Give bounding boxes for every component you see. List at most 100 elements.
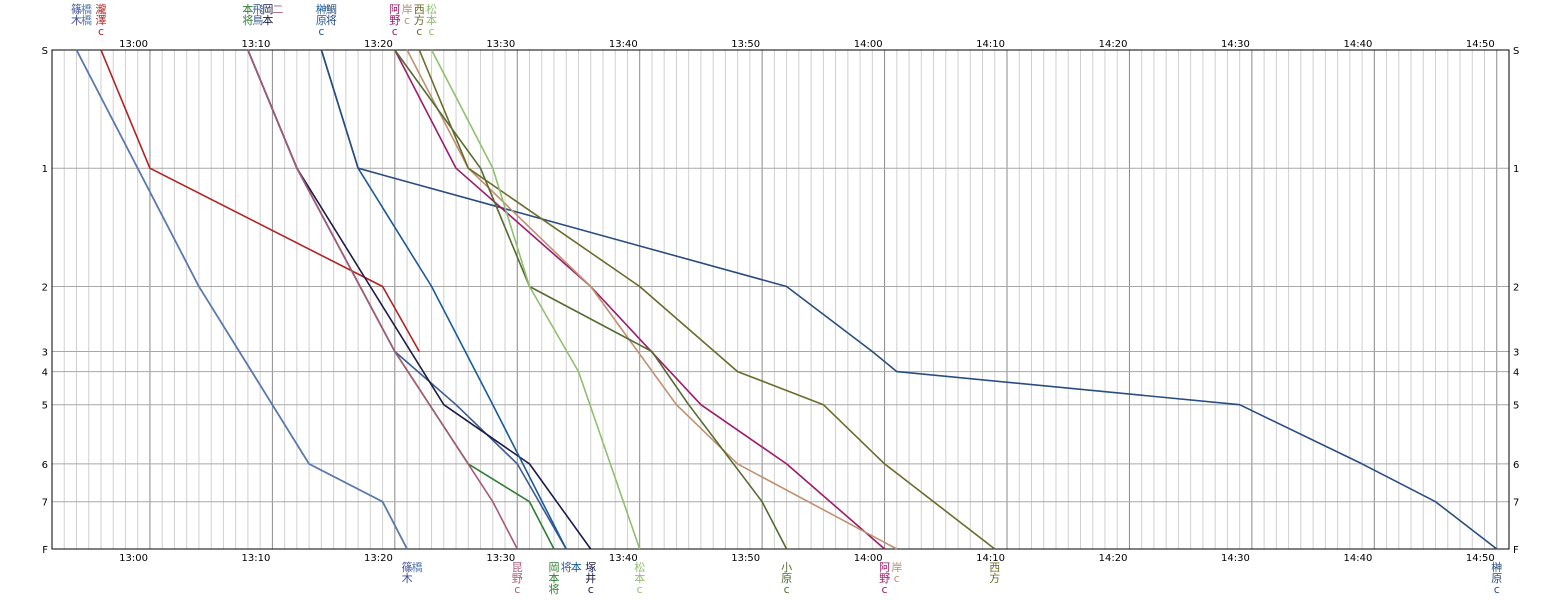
series-label-top: 飛 <box>252 3 263 16</box>
y-label-left: 2 <box>42 282 48 293</box>
series-line-10 <box>394 49 886 550</box>
series-label-bottom: 小 <box>781 561 792 574</box>
series-label-bottom: 篠 <box>402 560 413 574</box>
x-tick-label-top: 14:30 <box>1221 39 1250 50</box>
y-label-left: 5 <box>42 401 48 412</box>
series-label-top: 原 <box>316 14 327 27</box>
series-label-top: 将 <box>326 14 337 27</box>
x-tick-label-top: 13:00 <box>119 39 148 50</box>
series-line-2 <box>75 49 408 550</box>
series-label-bottom: 原 <box>1491 572 1502 585</box>
y-label-right: F <box>1513 545 1519 556</box>
series-line-1 <box>75 49 408 550</box>
y-label-left: S <box>42 46 48 57</box>
x-tick-label-bottom: 13:40 <box>609 553 638 564</box>
series-lines <box>75 49 1498 550</box>
x-tick-label-bottom: 13:30 <box>486 553 515 564</box>
major-gridlines <box>149 50 1498 549</box>
series-label-top: 本 <box>242 2 253 16</box>
series-label-bottom: 榊 <box>1491 560 1502 574</box>
series-label-bottom: 阿 <box>879 561 890 574</box>
series-line-12 <box>418 49 996 550</box>
series-label-top: 阿 <box>389 3 400 16</box>
x-tick-label-bottom: 13:50 <box>731 553 760 564</box>
series-label-bottom: 岸 <box>891 561 902 574</box>
series-label-top: 西 <box>414 3 425 16</box>
x-tick-label-bottom: 14:10 <box>976 553 1005 564</box>
x-tick-label-top: 13:10 <box>242 39 271 50</box>
y-label-left: 3 <box>42 348 48 359</box>
x-tick-label-top: 14:10 <box>976 39 1005 50</box>
y-label-right: 2 <box>1513 282 1519 293</box>
series-label-top: 本 <box>426 13 437 27</box>
series-label-bottom: c <box>894 572 900 585</box>
y-label-left: 6 <box>42 460 48 471</box>
y-label-left: F <box>42 545 48 556</box>
series-line-7 <box>247 49 519 550</box>
x-tick-label-bottom: 14:50 <box>1466 553 1495 564</box>
series-label-top: 鳥 <box>252 13 263 27</box>
x-tick-label-top: 13:50 <box>731 39 760 50</box>
series-label-top: 榊 <box>316 2 327 16</box>
y-labels-right: S 1 2 3 4 5 6 7 F <box>1513 46 1519 556</box>
series-label-bottom: c <box>588 583 594 596</box>
series-label-top: 方 <box>414 13 425 27</box>
series-label-top: c <box>416 25 422 38</box>
series-label-bottom: c <box>882 583 888 596</box>
series-label-top: c <box>404 14 410 27</box>
x-tick-label-top: 13:20 <box>364 39 393 50</box>
series-label-bottom: 野 <box>512 572 523 585</box>
y-label-right: 5 <box>1513 401 1519 412</box>
y-labels-left: S 1 2 3 4 5 6 7 F <box>42 46 49 556</box>
series-label-bottom: c <box>514 583 520 596</box>
x-tick-label-bottom: 13:00 <box>119 553 148 564</box>
series-label-top: 二 <box>272 3 283 16</box>
x-tick-label-bottom: 14:00 <box>854 553 883 564</box>
series-label-bottom: 将 <box>561 561 572 574</box>
y-label-left: 7 <box>42 498 48 509</box>
series-label-bottom: 原 <box>781 572 792 585</box>
series-label-bottom: 本 <box>634 571 645 585</box>
series-label-top: c <box>392 25 398 38</box>
series-label-top: 岡 <box>262 3 273 16</box>
series-label-bottom: 西 <box>989 561 1000 574</box>
series-label-top: c <box>98 25 104 38</box>
x-tick-label-top: 14:40 <box>1343 39 1372 50</box>
series-label-bottom: 岡 <box>548 561 559 574</box>
series-line-3 <box>100 49 420 352</box>
x-tick-label-bottom: 14:40 <box>1343 553 1372 564</box>
y-label-right: 6 <box>1513 460 1519 471</box>
x-tick-label-top: 14:50 <box>1466 39 1495 50</box>
x-tick-label-bottom: 13:20 <box>364 553 393 564</box>
series-label-bottom: c <box>637 583 643 596</box>
series-label-top: 将 <box>242 14 253 27</box>
series-line-4 <box>247 49 555 550</box>
y-label-right: S <box>1513 46 1519 57</box>
series-label-bottom: 本 <box>571 560 582 574</box>
x-tick-label-bottom: 13:10 <box>242 553 271 564</box>
series-label-bottom: 昆 <box>512 561 523 574</box>
series-label-top: 岸 <box>402 3 413 16</box>
series-label-bottom: 本 <box>548 571 559 585</box>
series-label-top: 野 <box>389 14 400 27</box>
series-label-top: 澤 <box>95 14 106 27</box>
y-label-right: 7 <box>1513 498 1519 509</box>
series-label-top: 橋 <box>81 13 92 27</box>
series-label-top: 本 <box>262 13 273 27</box>
x-tick-label-top: 14:20 <box>1099 39 1128 50</box>
series-label-top: 鯛 <box>326 2 337 16</box>
y-label-right: 4 <box>1513 368 1519 379</box>
series-label-bottom: c <box>784 583 790 596</box>
series-label-top: c <box>318 25 324 38</box>
series-line-14 <box>430 49 641 550</box>
plot-frame <box>51 49 1510 550</box>
series-label-top: 瀧 <box>95 3 106 16</box>
y-label-left: 1 <box>42 164 48 175</box>
y-label-right: 3 <box>1513 348 1519 359</box>
series-label-top: c <box>429 25 435 38</box>
y-label-left: 4 <box>42 368 48 379</box>
series-label-top: 木 <box>71 14 82 27</box>
y-label-right: 1 <box>1513 164 1519 175</box>
